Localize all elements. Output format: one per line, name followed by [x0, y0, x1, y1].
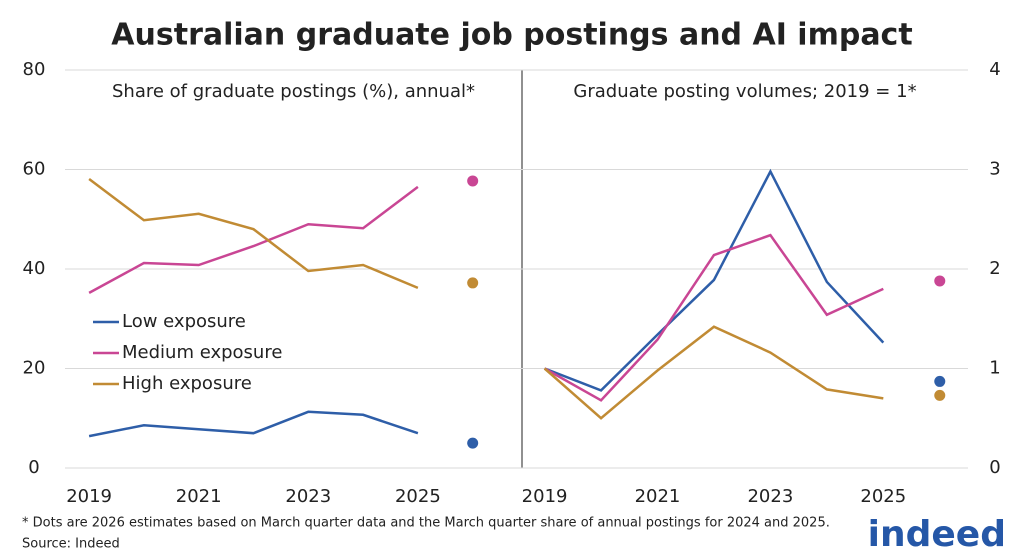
- legend-label: Low exposure: [122, 311, 246, 332]
- x-tick-label: 2021: [635, 486, 681, 507]
- series-line: [544, 168, 885, 392]
- y-tick-label: 80: [23, 59, 46, 80]
- x-tick-label: 2023: [285, 486, 331, 507]
- y-tick-label: 2: [989, 258, 1000, 279]
- series-line: [543, 325, 884, 420]
- x-tick-label: 2025: [395, 486, 441, 507]
- x-tick-label: 2019: [66, 486, 112, 507]
- y-tick-label: 0: [989, 457, 1000, 478]
- series-line: [88, 185, 419, 294]
- estimate-dot: [467, 277, 479, 289]
- series-line: [88, 177, 419, 290]
- estimate-dot: [934, 389, 946, 401]
- source: Source: Indeed: [22, 537, 120, 552]
- legend-label: Medium exposure: [122, 342, 282, 363]
- y-tick-label: 3: [989, 159, 1000, 180]
- y-tick-label: 1: [989, 358, 1000, 379]
- y-tick-label: 20: [23, 358, 46, 379]
- estimate-dot: [934, 275, 946, 287]
- footnote: * Dots are 2026 estimates based on March…: [22, 516, 830, 531]
- subtitle: Graduate posting volumes; 2019 = 1*: [573, 81, 916, 102]
- y-tick-label: 40: [23, 258, 46, 279]
- x-tick-label: 2021: [176, 486, 222, 507]
- y-tick-label: 4: [989, 59, 1000, 80]
- y-tick-label: 0: [28, 457, 39, 478]
- x-tick-label: 2023: [747, 486, 793, 507]
- subtitle: Share of graduate postings (%), annual*: [112, 81, 475, 102]
- x-tick-label: 2025: [860, 486, 906, 507]
- chart-title: Australian graduate job postings and AI …: [111, 18, 912, 53]
- estimate-dot: [467, 175, 479, 187]
- x-tick-label: 2019: [522, 486, 568, 507]
- series-line: [543, 233, 884, 402]
- estimate-dot: [934, 375, 946, 387]
- y-tick-label: 60: [23, 159, 46, 180]
- estimate-dot: [467, 437, 479, 449]
- logo: indeed: [868, 514, 1006, 555]
- series-line: [88, 410, 419, 438]
- legend-label: High exposure: [122, 373, 252, 394]
